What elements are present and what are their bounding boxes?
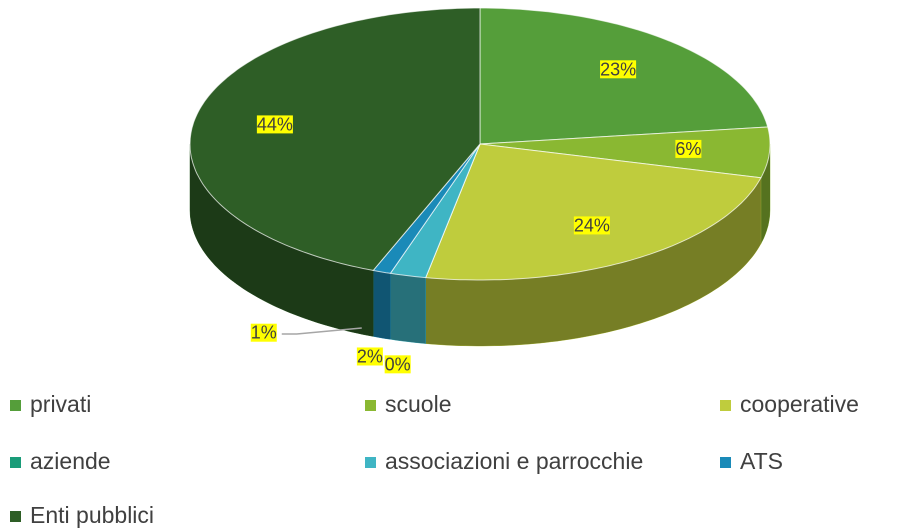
pie-slice <box>424 143 762 281</box>
data-label-bg <box>250 323 277 342</box>
pie-side-shade <box>373 270 391 340</box>
legend-label: cooperative <box>740 391 859 417</box>
data-label-group: 2% <box>356 346 383 366</box>
data-label-bg <box>600 60 637 79</box>
legend-swatch <box>10 511 21 522</box>
legend-label: aziende <box>30 448 111 474</box>
pie-side-shade <box>425 177 761 346</box>
data-label: 0% <box>385 354 411 374</box>
pie-slice <box>389 143 481 279</box>
data-label-group: 23% <box>600 59 637 79</box>
legend-label: associazioni e parrocchie <box>385 448 643 474</box>
data-label: 23% <box>600 59 636 79</box>
legend-swatch <box>10 457 21 468</box>
pie-side-shade <box>190 144 374 337</box>
legend-swatch <box>365 457 376 468</box>
data-label-bg <box>356 347 383 366</box>
legend-label: privati <box>30 391 91 417</box>
legend-label: scuole <box>385 391 451 417</box>
data-label: 44% <box>257 114 293 134</box>
data-label: 2% <box>357 346 383 366</box>
pie-side-shade <box>760 144 770 244</box>
legend-swatch <box>10 400 21 411</box>
data-label-bg <box>384 355 411 374</box>
legend-swatch <box>365 400 376 411</box>
legend-swatch <box>720 457 731 468</box>
legend-label: ATS <box>740 448 783 474</box>
data-label-bg <box>256 115 293 134</box>
legend-label: Enti pubblici <box>30 502 154 528</box>
pie-slice <box>189 7 481 271</box>
data-label-group: 1% <box>250 323 277 343</box>
data-label: 1% <box>251 323 277 343</box>
data-label: 24% <box>574 215 610 235</box>
data-label: 6% <box>675 139 701 159</box>
data-label-bg <box>573 216 610 235</box>
data-label-group: 24% <box>573 215 610 235</box>
pie-slice <box>479 126 771 179</box>
data-label-bg <box>675 139 702 158</box>
data-label-group: 6% <box>675 139 702 159</box>
data-label-group: 0% <box>384 354 411 374</box>
pie-side-shade <box>390 273 426 344</box>
legend-swatch <box>720 400 731 411</box>
leader-line <box>281 327 362 335</box>
data-label-group: 44% <box>256 114 293 134</box>
